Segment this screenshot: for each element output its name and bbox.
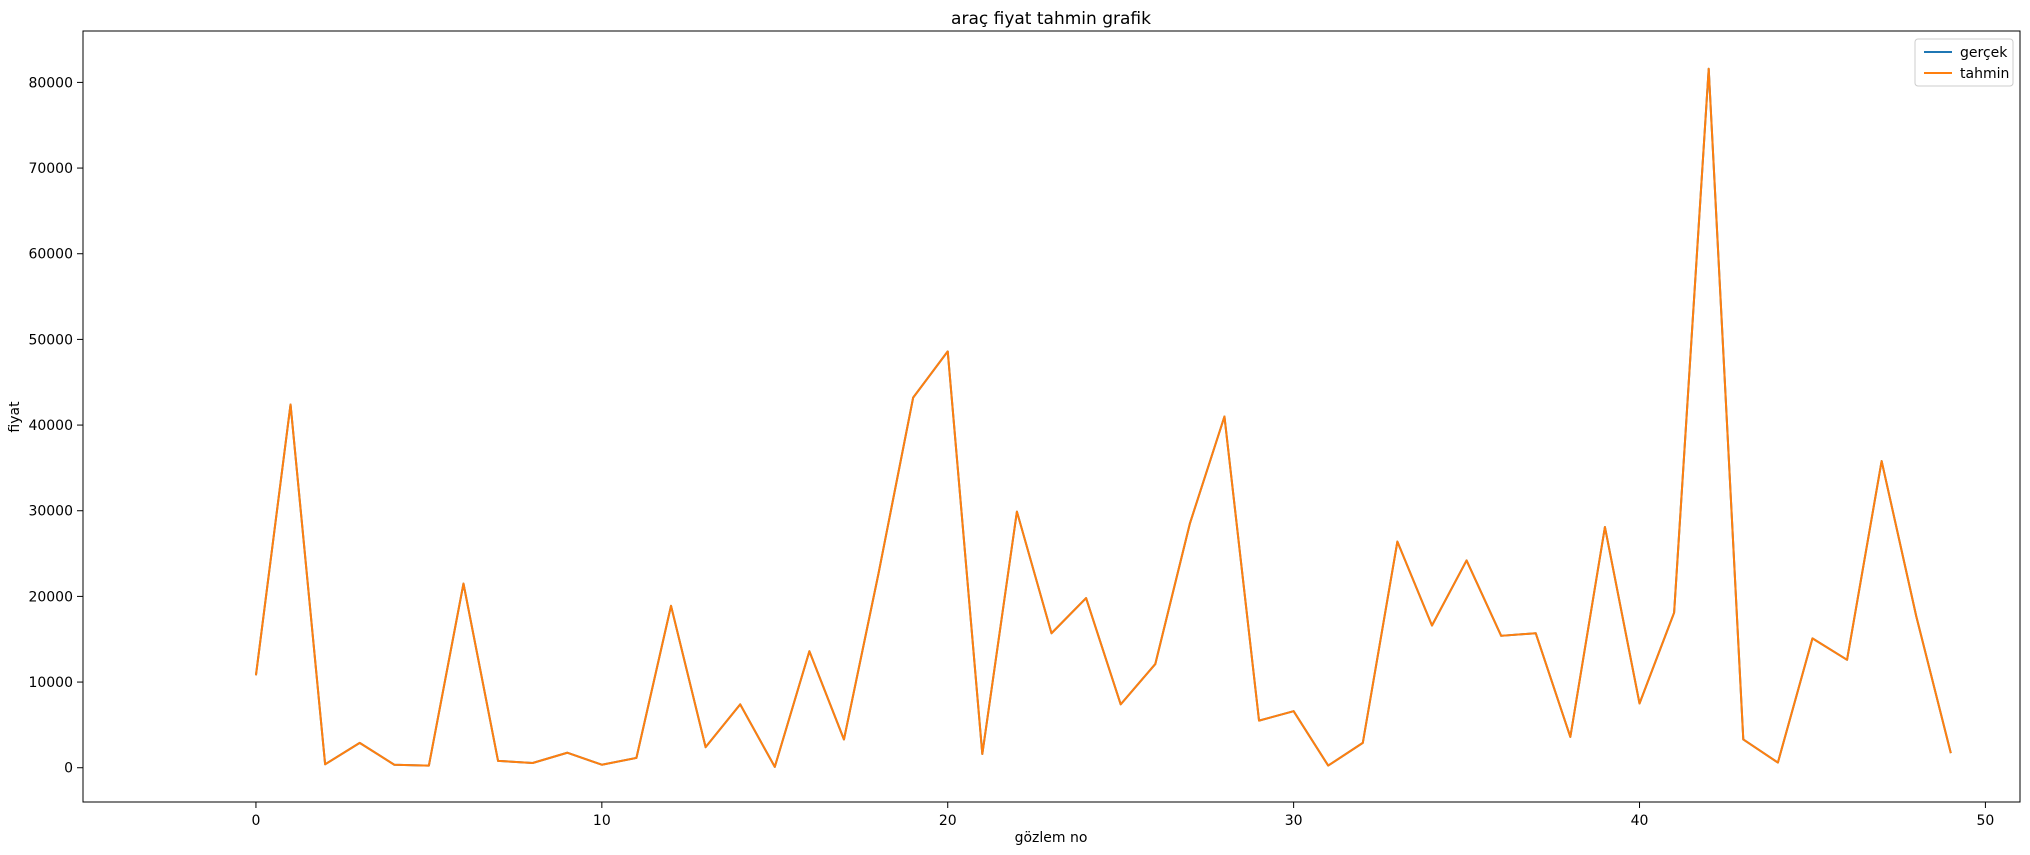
legend: gerçek tahmin [1914,38,2014,87]
y-tick-label: 30000 [28,504,73,520]
y-tick-label: 60000 [28,247,73,263]
legend-box [1914,38,2014,87]
y-tick-label: 0 [64,761,73,777]
y-tick-label: 80000 [28,75,73,91]
legend-label-tahmin: tahmin [1960,66,2009,82]
y-axis-label: fiyat [7,401,23,433]
series-lines [254,67,1952,768]
y-tick-label: 20000 [28,589,73,605]
series-line-gercek [254,67,1952,768]
y-tick-label: 50000 [28,332,73,348]
x-tick-label: 50 [1976,813,1994,829]
y-tick-label: 10000 [28,675,73,691]
x-tick-label: 0 [251,813,260,829]
x-tick-label: 10 [593,813,611,829]
chart-title: araç fiyat tahmin grafik [951,9,1151,29]
y-tick-label: 40000 [28,418,73,434]
x-tick-label: 40 [1631,813,1649,829]
x-axis-label: gözlem no [1015,830,1088,846]
plot-frame [82,30,2021,803]
x-axis-ticks: 0 10 20 30 40 50 [251,802,1994,829]
x-tick-label: 30 [1285,813,1303,829]
x-tick-label: 20 [939,813,957,829]
y-axis-ticks: 0 10000 20000 30000 40000 50000 60000 70000 8000… [28,75,83,777]
y-tick-label: 70000 [28,161,73,177]
series-line-tahmin [254,67,1952,768]
legend-label-gercek: gerçek [1960,45,2008,61]
